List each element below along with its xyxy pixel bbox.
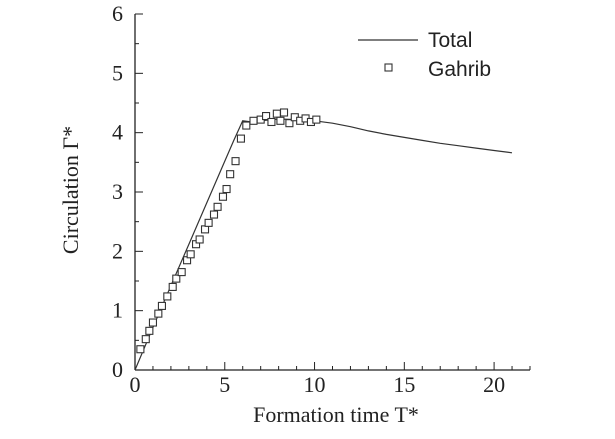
gahrib-marker	[136, 345, 145, 354]
y-tick-label: 3	[112, 179, 123, 204]
gahrib-marker	[145, 326, 154, 335]
gahrib-marker	[249, 116, 258, 125]
legend-label-total: Total	[428, 29, 472, 52]
y-tick-label: 1	[112, 298, 123, 323]
y-tick-label: 2	[112, 238, 123, 263]
gahrib-marker	[222, 184, 231, 194]
y-tick-label: 5	[112, 60, 123, 85]
gahrib-marker	[236, 134, 245, 143]
gahrib-marker	[186, 250, 195, 259]
y-axis-label: Circulation Γ*	[58, 126, 83, 254]
gahrib-marker	[204, 218, 213, 227]
gahrib-marker	[163, 292, 172, 301]
gahrib-marker	[157, 301, 166, 310]
gahrib-marker	[200, 225, 210, 234]
gahrib-marker	[276, 116, 285, 125]
x-axis-label: Formation time T*	[253, 402, 419, 427]
x-tick-label: 10	[304, 372, 326, 397]
series-layer	[134, 108, 513, 371]
gahrib-marker	[312, 115, 321, 124]
gahrib-marker	[141, 335, 150, 344]
gahrib-marker	[168, 282, 177, 291]
gahrib-marker	[209, 210, 219, 219]
y-tick-label: 6	[112, 1, 123, 26]
gahrib-marker	[242, 121, 251, 130]
y-tick-label: 4	[112, 120, 123, 145]
gahrib-marker	[267, 117, 276, 127]
axes: 0 5 10 15 20 0 1 2 3 4 5 6	[112, 1, 531, 397]
gahrib-marker	[148, 318, 158, 327]
x-tick-label: 0	[130, 372, 141, 397]
gahrib-marker	[285, 119, 294, 128]
gahrib-marker	[213, 202, 222, 211]
gahrib-marker	[279, 108, 289, 117]
x-tick-label: 5	[219, 372, 230, 397]
gahrib-marker	[218, 192, 228, 201]
gahrib-marker	[231, 157, 240, 166]
y-tick-label: 0	[112, 357, 123, 382]
x-tick-label: 15	[393, 372, 415, 397]
legend: Total Gahrib	[358, 29, 491, 81]
gahrib-marker	[262, 112, 271, 121]
legend-label-gahrib: Gahrib	[428, 58, 491, 81]
gahrib-marker	[195, 235, 204, 244]
x-tick-label: 20	[483, 372, 505, 397]
gahrib-marker	[172, 274, 181, 283]
legend-marker-sample	[384, 63, 393, 72]
total-series-line	[134, 118, 513, 371]
gahrib-marker	[272, 109, 281, 118]
gahrib-marker	[154, 309, 163, 318]
gahrib-marker	[226, 170, 235, 179]
gahrib-marker	[177, 268, 186, 277]
